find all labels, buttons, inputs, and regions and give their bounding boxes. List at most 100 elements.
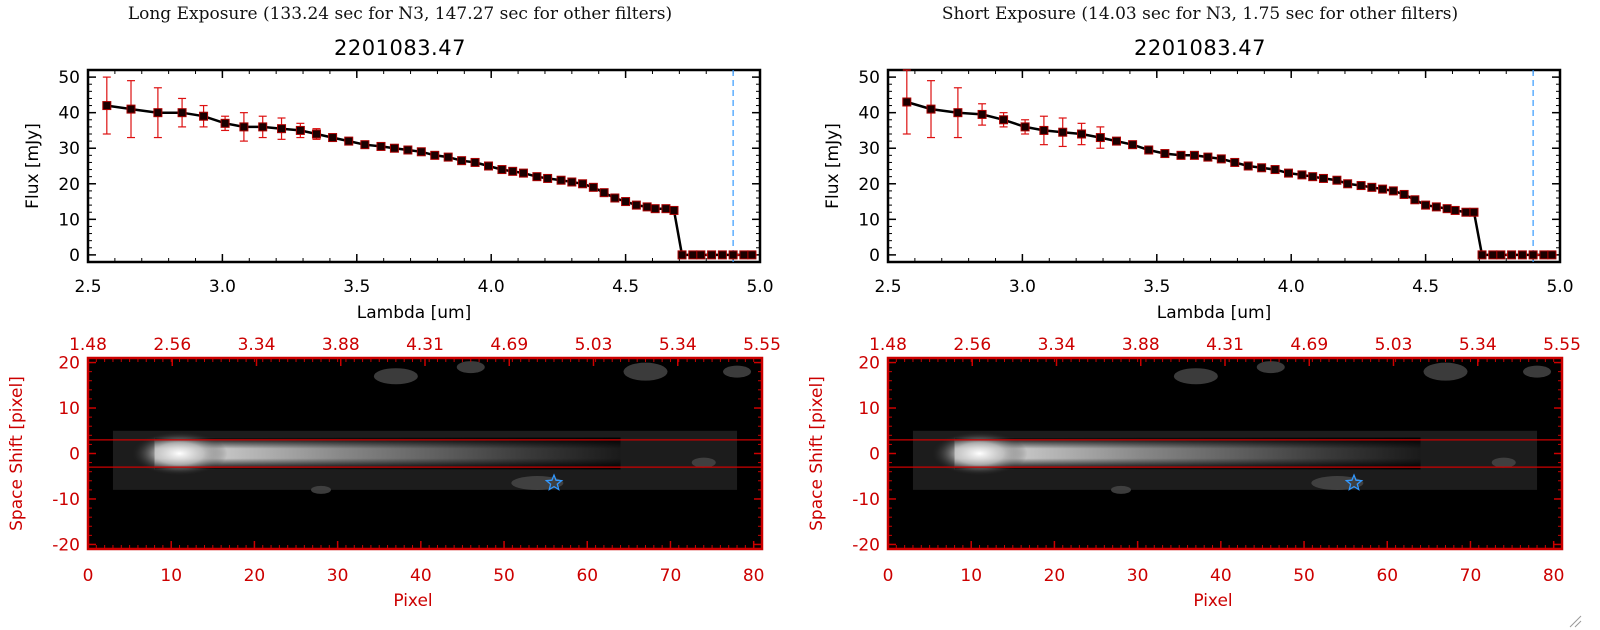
long-pixel-tick-label: 50 — [493, 566, 515, 586]
short-pixel-axis-label: Pixel — [1193, 591, 1232, 611]
short-data-point — [1160, 149, 1170, 159]
short-pixel-tick-label: 80 — [1543, 566, 1565, 586]
long-data-point — [443, 152, 453, 162]
long-x-tick-label: 4.0 — [478, 277, 505, 297]
long-data-point — [556, 175, 566, 185]
short-data-point — [1469, 207, 1479, 217]
short-wavelength-tick-label: 4.69 — [1290, 335, 1328, 355]
long-shift-tick-label: 20 — [58, 354, 80, 374]
long-faint-source — [623, 362, 668, 381]
short-data-point — [1547, 250, 1557, 260]
short-shift-tick-label: 20 — [858, 354, 880, 374]
long-x-tick-label: 3.0 — [209, 277, 236, 297]
long-shift-tick-label: 10 — [58, 399, 80, 419]
long-faint-source — [691, 457, 716, 468]
short-data-point — [1410, 195, 1420, 205]
long-pixel-tick-label: 20 — [244, 566, 266, 586]
short-data-point — [1461, 207, 1471, 217]
long-data-point — [102, 101, 112, 111]
long-y-tick-label: 20 — [58, 175, 80, 195]
long-data-point — [177, 108, 187, 118]
long-exposure-panel: Long Exposure (133.24 sec for N3, 147.27… — [7, 4, 781, 611]
long-data-point — [328, 133, 338, 143]
long-data-point — [220, 118, 230, 128]
short-wavelength-tick-label: 2.56 — [953, 335, 991, 355]
long-bright-source — [131, 431, 228, 476]
short-bright-source — [931, 431, 1028, 476]
long-wavelength-tick-label: 3.34 — [238, 335, 276, 355]
long-trail-shading — [154, 437, 621, 470]
short-y-tick-label: 0 — [869, 246, 880, 266]
short-pixel-tick-label: 50 — [1293, 566, 1315, 586]
long-data-point — [621, 197, 631, 207]
long-data-point — [311, 129, 321, 139]
long-wavelength-tick-label: 5.55 — [743, 335, 781, 355]
short-faint-source — [1491, 457, 1516, 468]
long-data-point — [430, 150, 440, 160]
short-data-point — [1343, 179, 1353, 189]
long-data-point — [508, 166, 518, 176]
long-x-tick-label: 5.0 — [746, 277, 773, 297]
short-data-point — [1144, 145, 1154, 155]
long-pixel-tick-label: 40 — [410, 566, 432, 586]
short-spectrum-frame — [886, 68, 1562, 264]
short-y-tick-label: 50 — [858, 68, 880, 88]
long-y-tick-label: 50 — [58, 68, 80, 88]
short-x-tick-label: 2.5 — [874, 277, 901, 297]
short-pixel-tick-label: 20 — [1044, 566, 1066, 586]
long-pixel-tick-label: 80 — [743, 566, 765, 586]
long-faint-source — [373, 368, 418, 385]
long-wavelength-tick-label: 3.88 — [322, 335, 360, 355]
short-data-point — [1203, 152, 1213, 162]
long-y-tick-label: 0 — [69, 246, 80, 266]
long-data-point — [389, 143, 399, 153]
long-data-point — [497, 165, 507, 175]
short-data-point — [1270, 165, 1280, 175]
long-wavelength-tick-label: 4.31 — [406, 335, 444, 355]
short-data-point — [1442, 204, 1452, 214]
short-data-point — [1507, 250, 1517, 260]
long-pixel-tick-label: 70 — [660, 566, 682, 586]
short-data-point — [1095, 133, 1105, 143]
long-data-point — [518, 168, 528, 178]
long-x-tick-label: 4.5 — [612, 277, 639, 297]
long-data-point — [669, 205, 679, 215]
short-x-tick-label: 3.0 — [1009, 277, 1036, 297]
long-data-point — [739, 250, 749, 260]
long-data-point — [696, 250, 706, 260]
resize-grip-icon[interactable] — [1568, 614, 1582, 628]
short-data-point — [1230, 157, 1240, 167]
long-data-point — [416, 147, 426, 157]
short-y-axis-label: Flux [mJy] — [823, 123, 843, 209]
short-x-tick-label: 4.5 — [1412, 277, 1439, 297]
short-data-point — [1539, 250, 1549, 260]
short-pixel-tick-label: 40 — [1210, 566, 1232, 586]
short-data-point — [1077, 129, 1087, 139]
short-y-tick-label: 30 — [858, 139, 880, 159]
short-wavelength-tick-label: 4.31 — [1206, 335, 1244, 355]
short-data-point — [977, 109, 987, 119]
short-data-point — [1189, 150, 1199, 160]
short-spectrum-title: 2201083.47 — [1134, 36, 1266, 60]
long-data-point — [403, 145, 413, 155]
short-data-point — [1450, 205, 1460, 215]
long-shift-tick-label: -10 — [52, 490, 80, 510]
long-pixel-tick-label: 10 — [160, 566, 182, 586]
short-x-axis-label: Lambda [um] — [1157, 303, 1271, 323]
long-data-point — [661, 204, 671, 214]
long-faint-source — [456, 361, 485, 374]
short-pixel-tick-label: 0 — [883, 566, 894, 586]
short-data-point — [1496, 250, 1506, 260]
long-exposure-charts: 2.5 3.0 3.5 4.0 4.5 5.0 0 10 20 30 40 50 Lambda [um]… — [7, 68, 781, 611]
short-data-point — [1517, 250, 1527, 260]
short-data-point — [1431, 202, 1441, 212]
short-data-point — [1528, 250, 1538, 260]
short-y-tick-label: 10 — [858, 210, 880, 230]
short-shift-tick-label: 10 — [858, 399, 880, 419]
short-wavelength-tick-label: 3.34 — [1038, 335, 1076, 355]
long-faint-source — [310, 485, 331, 494]
long-data-point — [578, 179, 588, 189]
short-exposure-charts: 2.5 3.0 3.5 4.0 4.5 5.0 0 10 20 30 40 50 Lambda [um]… — [807, 68, 1581, 611]
long-data-point — [543, 173, 553, 183]
short-data-point — [1284, 168, 1294, 178]
